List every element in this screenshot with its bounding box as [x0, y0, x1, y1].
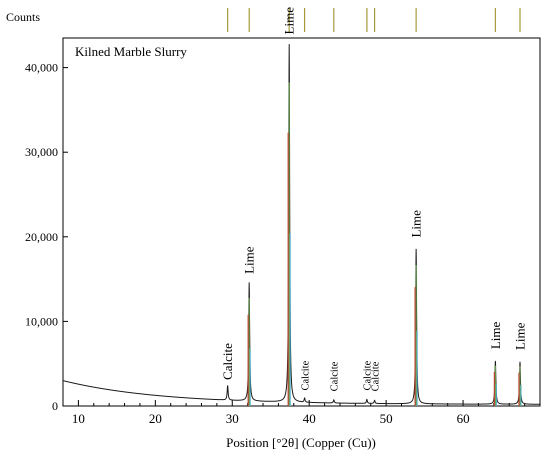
peak-label: Lime	[409, 210, 424, 238]
y-tick-label: 0	[52, 399, 58, 413]
peak-label: Calcite	[220, 343, 235, 380]
peak-label: Lime	[488, 321, 503, 349]
peak-label: Calcite	[370, 361, 381, 391]
y-axis-title: Counts	[6, 10, 40, 24]
x-tick-label: 20	[149, 411, 162, 426]
chart-title: Kilned Marble Slurry	[75, 44, 187, 59]
x-tick-label: 50	[380, 411, 393, 426]
peak-label: Calcite	[300, 360, 311, 390]
peak-label: Lime	[242, 246, 257, 274]
x-tick-label: 40	[303, 411, 316, 426]
x-tick-label: 10	[72, 411, 85, 426]
peak-label: Calcite	[329, 361, 340, 391]
y-tick-label: 10,000	[25, 314, 58, 328]
x-tick-label: 30	[226, 411, 239, 426]
plot-frame	[62, 37, 541, 407]
diffraction-pattern-line	[62, 44, 540, 405]
y-tick-label: 30,000	[25, 145, 58, 159]
x-tick-label: 60	[457, 411, 470, 426]
y-tick-label: 20,000	[25, 230, 58, 244]
reference-strip	[227, 8, 521, 32]
y-axis: 0 10,000 20,000 30,000 40,000	[25, 61, 68, 413]
peak-label: Lime	[282, 7, 297, 35]
peak-label: Calcite	[363, 360, 374, 390]
y-tick-label: 40,000	[25, 61, 58, 75]
plot-area	[62, 44, 540, 406]
peak-label: Lime	[513, 322, 528, 350]
x-axis-title: Position [°2θ] (Copper (Cu))	[226, 435, 376, 450]
